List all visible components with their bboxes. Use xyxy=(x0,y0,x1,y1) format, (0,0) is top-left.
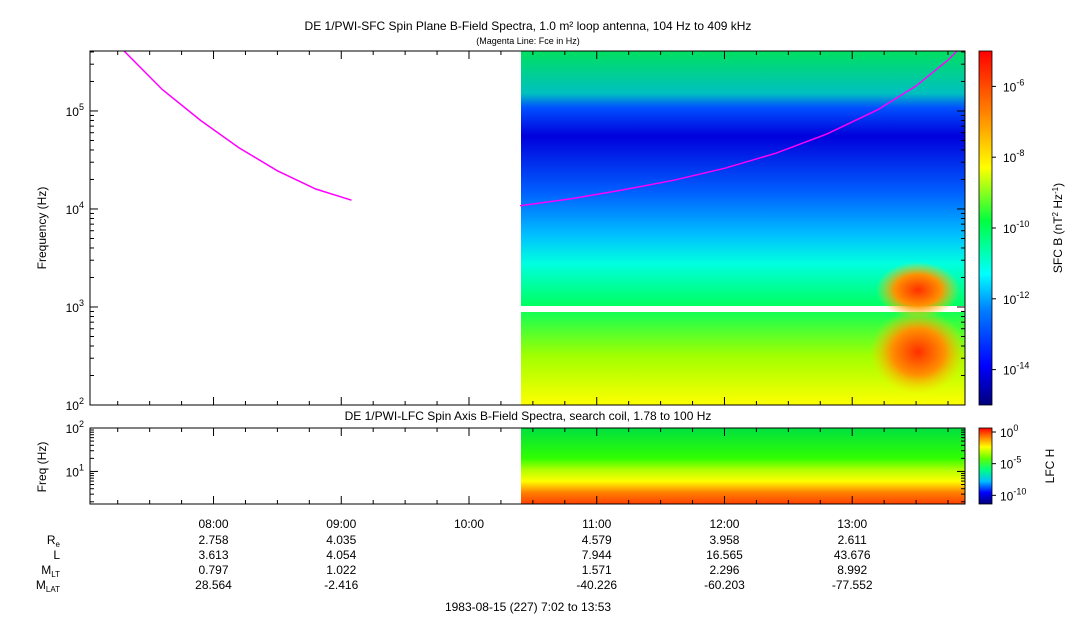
time-tick-label: 11:00 xyxy=(582,517,611,531)
ephemeris-value: 1.022 xyxy=(326,563,356,577)
sfc-hotspot-upper xyxy=(876,262,960,318)
lfc-colorbar-tick-label: 10-10 xyxy=(1000,486,1026,503)
ephemeris-value: 7.944 xyxy=(582,548,612,562)
lfc-colorbar-tick-label: 100 xyxy=(1000,423,1018,440)
ephemeris-value: 1.571 xyxy=(582,563,612,577)
ephemeris-value: 16.565 xyxy=(706,548,743,562)
time-axis-labels: 08:00 09:00 10:00 11:00 12:00 13:00 xyxy=(199,517,868,531)
ephemeris-row-label: MLAT xyxy=(36,578,60,594)
ephemeris-table: Re 2.758 4.035 4.579 3.958 2.611 L 3.613 4.054 7.… xyxy=(36,533,873,594)
sfc-frame xyxy=(89,50,966,406)
lfc-colorbar-gradient xyxy=(978,427,993,505)
lfc-y-minor-ticks xyxy=(90,429,965,503)
ephemeris-value: 3.958 xyxy=(709,533,739,547)
sfc-y-tick-label: 105 xyxy=(66,102,84,119)
sfc-colorbar-tick-label: 10-10 xyxy=(1003,219,1029,236)
time-tick-label: 08:00 xyxy=(199,517,229,531)
ephemeris-value: 3.613 xyxy=(199,548,229,562)
sfc-y-axis-label: Frequency (Hz) xyxy=(35,187,49,270)
lfc-y-ticks: 102 101 xyxy=(66,419,965,479)
ephemeris-value: 2.758 xyxy=(199,533,229,547)
sfc-colorbar-tick-label: 10-12 xyxy=(1003,290,1029,307)
fce-line-segment-2 xyxy=(519,50,958,207)
sfc-panel: 102 103 104 105 Frequency (Hz) xyxy=(35,50,966,413)
ephemeris-value: 43.676 xyxy=(834,548,871,562)
sfc-hotspot-lower xyxy=(870,310,966,394)
sfc-colorbar-tick-label: 10-8 xyxy=(1003,148,1024,165)
lfc-colorbar-label: LFC H xyxy=(1043,449,1057,484)
time-tick-label: 13:00 xyxy=(837,517,867,531)
bottom-title: DE 1/PWI-LFC Spin Axis B-Field Spectra, … xyxy=(345,409,712,423)
fce-line-segment-1 xyxy=(123,50,352,201)
ephemeris-value: 28.564 xyxy=(195,578,232,592)
ephemeris-row-label: MLT xyxy=(41,563,60,579)
ephemeris-value: 2.296 xyxy=(709,563,739,577)
lfc-y-tick-label: 101 xyxy=(66,462,84,479)
sfc-y-tick-label: 104 xyxy=(66,200,84,217)
lfc-data-region xyxy=(521,428,965,504)
lfc-colorbar-tick-label: 10-5 xyxy=(1000,455,1021,472)
sfc-gap-band xyxy=(521,306,965,312)
ephemeris-row-label: L xyxy=(53,548,60,562)
ephemeris-value: 8.992 xyxy=(837,563,867,577)
sfc-y-minor-ticks xyxy=(90,51,965,376)
ephemeris-value: 0.797 xyxy=(199,563,229,577)
time-tick-label: 10:00 xyxy=(454,517,484,531)
sfc-colorbar-tick-label: 10-6 xyxy=(1003,77,1024,94)
ephemeris-value: 4.035 xyxy=(326,533,356,547)
ephemeris-value: 4.054 xyxy=(326,548,356,562)
lfc-colorbar: 100 10-5 10-10 LFC H xyxy=(978,423,1057,505)
sfc-y-tick-label: 102 xyxy=(66,396,84,413)
ephemeris-value: -60.203 xyxy=(704,578,745,592)
top-subtitle: (Magenta Line: Fce in Hz) xyxy=(476,36,580,46)
top-title: DE 1/PWI-SFC Spin Plane B-Field Spectra,… xyxy=(305,19,752,33)
ephemeris-value: 2.611 xyxy=(838,533,867,547)
footer-time-range: 1983-08-15 (227) 7:02 to 13:53 xyxy=(445,600,611,614)
time-axis-ticks xyxy=(117,51,949,504)
sfc-colorbar-label: SFC B (nT2 Hz-1) xyxy=(1051,183,1066,273)
ephemeris-row-label: Re xyxy=(47,533,61,549)
lfc-panel: 102 101 Freq (Hz) xyxy=(35,419,966,505)
ephemeris-value: -40.226 xyxy=(576,578,617,592)
sfc-y-tick-label: 103 xyxy=(66,298,84,315)
sfc-colorbar: 10-6 10-8 10-10 10-12 10-14 SFC B (nT2 Hz-1) xyxy=(978,50,1066,406)
lfc-y-axis-label: Freq (Hz) xyxy=(35,442,49,493)
ephemeris-value: -2.416 xyxy=(324,578,358,592)
sfc-colorbar-ticks: 10-6 10-8 10-10 10-12 10-14 xyxy=(992,77,1029,378)
sfc-y-ticks: 102 103 104 105 xyxy=(66,102,965,413)
lfc-y-tick-label: 102 xyxy=(66,419,84,436)
lfc-colorbar-ticks: 100 10-5 10-10 xyxy=(992,423,1026,503)
sfc-colorbar-gradient xyxy=(978,50,993,406)
sfc-colorbar-tick-label: 10-14 xyxy=(1003,361,1029,378)
ephemeris-value: -77.552 xyxy=(832,578,873,592)
time-tick-label: 12:00 xyxy=(709,517,739,531)
ephemeris-value: 4.579 xyxy=(582,533,612,547)
lfc-frame xyxy=(89,427,966,505)
time-tick-label: 09:00 xyxy=(326,517,356,531)
